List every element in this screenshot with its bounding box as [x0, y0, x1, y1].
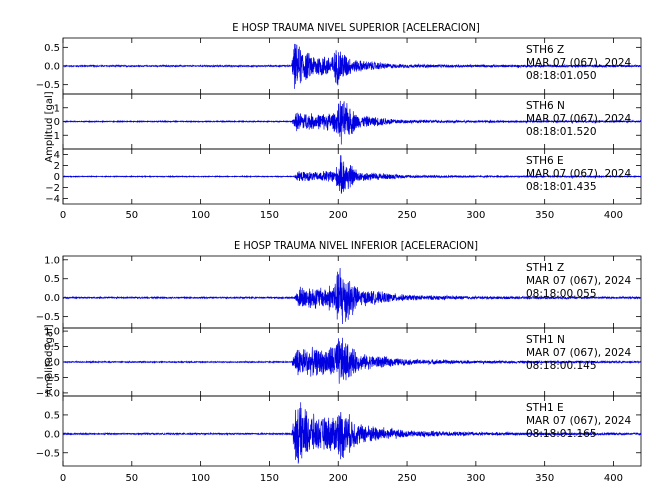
y-tick-label: 0.0	[44, 358, 60, 369]
y-tick-label: −0.5	[36, 80, 60, 91]
y-tick-label: 2	[54, 161, 60, 172]
date-label: MAR 07 (067), 2024	[526, 275, 632, 287]
y-tick-label: −1.0	[36, 388, 60, 399]
y-tick-label: 0	[54, 172, 60, 183]
time-label: 08:18:01.165	[526, 428, 597, 440]
x-tick-label: 400	[604, 473, 623, 484]
date-label: MAR 07 (067), 2024	[526, 57, 632, 69]
x-tick-label: 50	[125, 473, 138, 484]
x-tick-label: 0	[60, 473, 66, 484]
x-tick-label: 200	[329, 210, 348, 221]
x-tick-label: 300	[466, 473, 485, 484]
y-tick-label: 1.0	[44, 327, 60, 338]
waveform-trace	[62, 402, 642, 464]
upper-level-chart: E HOSP TRAUMA NIVEL SUPERIOR [ACELERACIO…	[36, 21, 642, 221]
date-label: MAR 07 (067), 2024	[526, 415, 632, 427]
y-tick-label: 0.5	[44, 342, 60, 353]
panel-frame	[62, 395, 642, 467]
station-component-label: STH1 Z	[526, 262, 564, 274]
waveform-trace	[62, 100, 642, 145]
date-label: MAR 07 (067), 2024	[526, 168, 632, 180]
lower-level-chart: E HOSP TRAUMA NIVEL INFERIOR [ACELERACIO…	[36, 239, 642, 484]
y-tick-label: −0.5	[36, 373, 60, 384]
x-tick-label: 400	[604, 210, 623, 221]
y-tick-label: −4	[45, 194, 60, 205]
y-axis-label: Amplitud [gal]	[44, 91, 55, 162]
x-tick-label: 300	[466, 210, 485, 221]
y-tick-label: 0.5	[44, 274, 60, 285]
y-tick-label: 1	[54, 103, 60, 114]
time-label: 08:18:01.520	[526, 126, 597, 138]
y-tick-label: 0.0	[44, 293, 60, 304]
y-tick-label: −0.5	[36, 448, 60, 459]
x-tick-label: 200	[329, 473, 348, 484]
x-tick-label: 250	[398, 473, 417, 484]
x-tick-label: 250	[398, 210, 417, 221]
time-label: 08:18:01.435	[526, 181, 597, 193]
date-label: MAR 07 (067), 2024	[526, 113, 632, 125]
waveform-trace	[62, 267, 642, 325]
waveform-trace	[63, 43, 642, 89]
station-component-label: STH6 N	[526, 100, 565, 112]
waveform-trace	[62, 337, 642, 384]
station-component-label: STH1 E	[526, 402, 564, 414]
x-tick-label: 150	[260, 210, 279, 221]
y-axis-label: Amplitud [gal]	[44, 324, 55, 395]
y-tick-label: 0.0	[44, 62, 60, 73]
y-tick-label: −1	[45, 131, 60, 142]
x-tick-label: 100	[191, 210, 210, 221]
time-label: 08:18:00.145	[526, 360, 597, 372]
chart-title: E HOSP TRAUMA NIVEL SUPERIOR [ACELERACIO…	[232, 21, 480, 34]
x-tick-label: 50	[125, 210, 138, 221]
date-label: MAR 07 (067), 2024	[526, 347, 632, 359]
x-tick-label: 150	[260, 473, 279, 484]
station-component-label: STH6 E	[526, 155, 564, 167]
x-tick-label: 350	[535, 473, 554, 484]
chart-title: E HOSP TRAUMA NIVEL INFERIOR [ACELERACIO…	[234, 239, 478, 252]
y-tick-label: −2	[45, 183, 60, 194]
waveform-trace	[62, 155, 642, 194]
y-tick-label: 0.5	[44, 43, 60, 54]
x-tick-label: 350	[535, 210, 554, 221]
y-tick-label: 4	[54, 150, 60, 161]
y-tick-label: 0	[54, 117, 60, 128]
y-tick-label: 0.0	[44, 429, 60, 440]
x-tick-label: 100	[191, 473, 210, 484]
time-label: 08:18:00.055	[526, 288, 597, 300]
time-label: 08:18:01.050	[526, 70, 597, 82]
station-component-label: STH1 N	[526, 334, 565, 346]
y-tick-label: 1.0	[44, 255, 60, 266]
x-tick-label: 0	[60, 210, 66, 221]
y-tick-label: −0.5	[36, 312, 60, 323]
station-component-label: STH6 Z	[526, 44, 564, 56]
y-tick-label: 0.5	[44, 410, 60, 421]
